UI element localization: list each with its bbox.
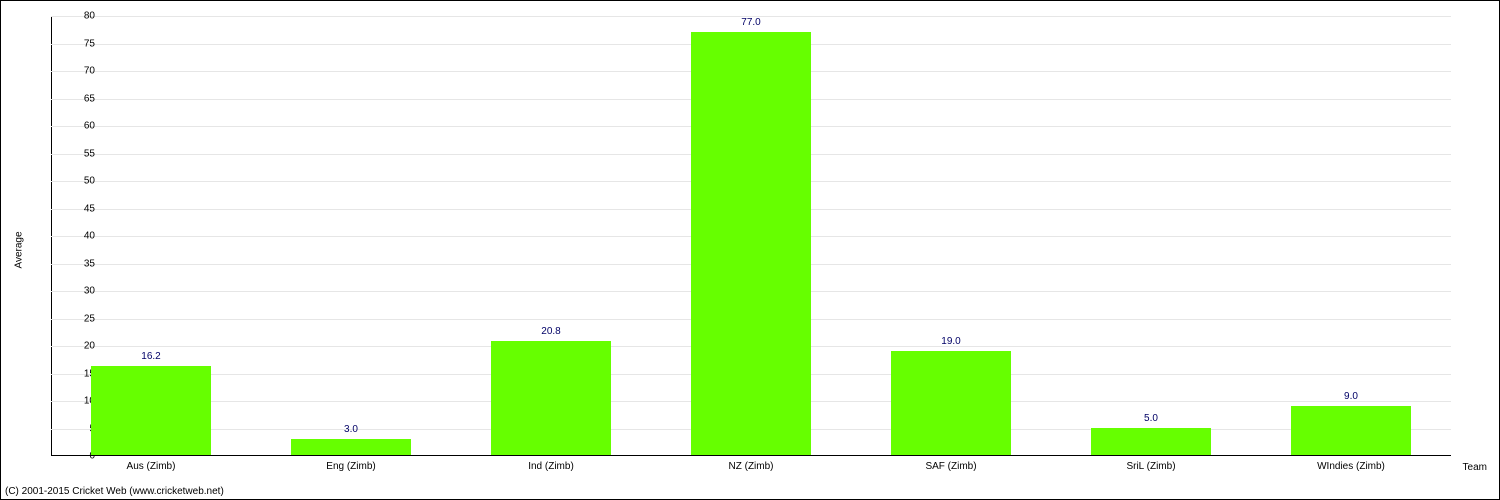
y-tick-label: 20: [55, 341, 95, 352]
x-tick-label: Aus (Zimb): [127, 461, 176, 472]
y-tick-label: 25: [55, 313, 95, 324]
x-axis-label: Team: [1463, 462, 1487, 473]
y-tick-label: 80: [55, 11, 95, 22]
y-tick-label: 5: [55, 423, 95, 434]
bar-value-label: 3.0: [344, 424, 358, 435]
bar-value-label: 20.8: [541, 326, 560, 337]
y-tick-label: 30: [55, 286, 95, 297]
y-tick-label: 55: [55, 148, 95, 159]
y-tick-label: 60: [55, 121, 95, 132]
x-tick-label: NZ (Zimb): [729, 461, 774, 472]
y-tick-label: 75: [55, 38, 95, 49]
x-tick-label: SriL (Zimb): [1126, 461, 1175, 472]
bar: [1091, 428, 1211, 456]
bar-value-label: 77.0: [741, 17, 760, 28]
bar-value-label: 19.0: [941, 336, 960, 347]
bar-value-label: 5.0: [1144, 413, 1158, 424]
y-tick-label: 15: [55, 368, 95, 379]
x-tick-label: WIndies (Zimb): [1317, 461, 1385, 472]
y-tick-label: 40: [55, 231, 95, 242]
bar: [291, 439, 411, 456]
y-tick-label: 50: [55, 176, 95, 187]
y-axis-label: Average: [14, 231, 25, 268]
y-tick-label: 70: [55, 66, 95, 77]
y-tick-label: 0: [55, 451, 95, 462]
bar: [691, 32, 811, 456]
plot-area: 0510152025303540455055606570758016.2Aus …: [51, 16, 1451, 456]
x-tick-label: SAF (Zimb): [925, 461, 976, 472]
bar-value-label: 16.2: [141, 351, 160, 362]
bar: [1291, 406, 1411, 456]
x-tick-label: Eng (Zimb): [326, 461, 375, 472]
y-tick-label: 10: [55, 396, 95, 407]
bar: [491, 341, 611, 455]
bar: [91, 366, 211, 455]
chart-frame: 0 5 10 15 20 25 30 35 40 45 50 55 60 65 70 75 80 16.2 Aus …: [0, 0, 1500, 500]
bar: [891, 351, 1011, 456]
y-tick-label: 65: [55, 93, 95, 104]
copyright-text: (C) 2001-2015 Cricket Web (www.cricketwe…: [5, 486, 224, 497]
x-tick-label: Ind (Zimb): [528, 461, 574, 472]
y-tick-label: 35: [55, 258, 95, 269]
bar-value-label: 9.0: [1344, 391, 1358, 402]
y-tick-label: 45: [55, 203, 95, 214]
